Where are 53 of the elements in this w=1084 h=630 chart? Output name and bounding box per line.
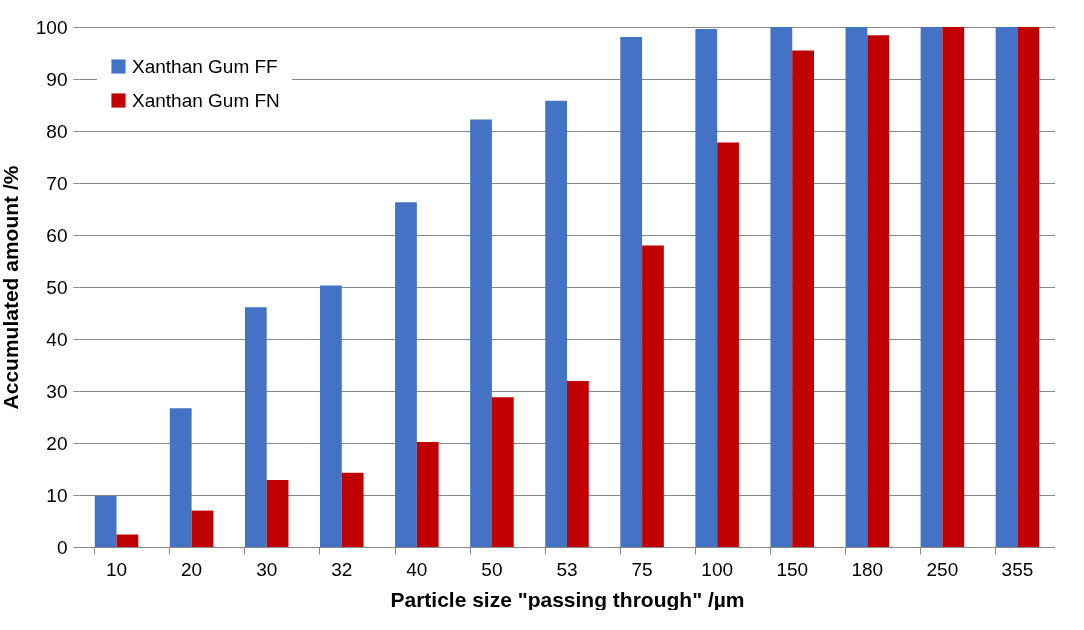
bar [942, 27, 965, 547]
bar [1017, 27, 1040, 547]
bar [867, 35, 890, 547]
x-tick-label: 32 [331, 558, 353, 580]
y-axis-title: Accumulated amount /% [0, 165, 22, 410]
bar [341, 472, 364, 547]
bar [792, 50, 814, 547]
bar [470, 119, 492, 547]
y-tick-label: 40 [46, 328, 68, 350]
y-tick-label: 50 [46, 276, 68, 298]
bar [116, 534, 139, 547]
bar [717, 142, 739, 547]
bar [995, 27, 1018, 547]
y-tick-label: 80 [46, 120, 68, 142]
bar [545, 100, 567, 547]
x-tick-label: 150 [776, 558, 809, 580]
bar [244, 307, 267, 547]
bar [845, 27, 868, 547]
bar [491, 397, 514, 547]
x-tick-label: 50 [481, 558, 503, 580]
bar [94, 496, 117, 547]
bar [770, 27, 793, 547]
x-tick-label: 30 [256, 558, 278, 580]
y-tick-label: 20 [46, 432, 68, 454]
y-tick-label: 100 [35, 16, 68, 38]
y-tick-label: 10 [46, 484, 68, 506]
bar [920, 27, 943, 547]
bar [416, 441, 439, 547]
bar [395, 202, 417, 547]
x-tick-label: 355 [1001, 558, 1034, 580]
x-tick-label: 250 [926, 558, 959, 580]
x-tick-label: 10 [105, 558, 128, 580]
y-tick-label: 30 [46, 380, 68, 402]
bar [642, 245, 664, 547]
x-tick-label: 20 [181, 558, 203, 580]
x-tick-label: 100 [701, 558, 734, 580]
y-tick-label: 0 [56, 536, 68, 558]
bar [567, 381, 589, 547]
y-tick-label: 60 [46, 224, 68, 246]
y-tick-label: 70 [46, 172, 68, 194]
x-tick-label: 53 [556, 558, 578, 580]
legend-label: Xanthan Gum FF [132, 55, 278, 77]
bar [169, 408, 192, 547]
bar [320, 285, 342, 547]
legend-label: Xanthan Gum FN [132, 89, 280, 111]
bar [266, 479, 289, 547]
x-tick-label: 40 [406, 558, 428, 580]
y-tick-label: 90 [46, 68, 68, 90]
bar [695, 29, 718, 547]
bar [191, 510, 214, 547]
x-tick-label: 75 [631, 558, 653, 580]
bar [620, 36, 643, 547]
x-tick-label: 180 [851, 558, 884, 580]
